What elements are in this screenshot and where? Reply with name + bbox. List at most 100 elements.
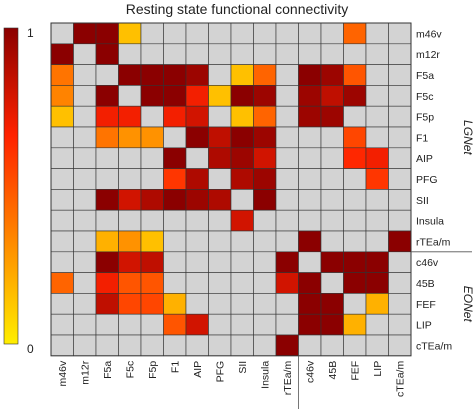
heatmap-cell	[73, 313, 97, 336]
heatmap-cell	[320, 43, 344, 65]
heatmap-cell	[343, 22, 367, 45]
heatmap-cell	[185, 209, 209, 232]
heatmap-cell	[343, 272, 367, 294]
heatmap-cell	[343, 251, 367, 273]
heatmap-cell	[163, 105, 187, 128]
heatmap-cell	[230, 22, 254, 45]
heatmap-cell	[140, 43, 164, 65]
heatmap-cell	[253, 105, 277, 128]
heatmap-cell	[365, 272, 389, 294]
heatmap-cell	[388, 64, 412, 86]
column-label: F5c	[125, 361, 137, 379]
heatmap-cell	[140, 251, 164, 273]
heatmap-cell	[95, 22, 119, 45]
heatmap-cell	[163, 293, 187, 315]
heatmap-cell	[118, 230, 142, 253]
heatmap-cell	[253, 85, 277, 107]
heatmap-cell	[163, 126, 187, 149]
heatmap-cell	[230, 334, 254, 357]
row-label: FEF	[416, 299, 436, 311]
column-label: LIP	[372, 361, 384, 377]
heatmap-cell	[208, 105, 232, 128]
heatmap-cell	[95, 147, 119, 169]
heatmap-cell	[95, 43, 119, 65]
heatmap-cell	[275, 313, 299, 336]
row-label: F5a	[416, 70, 434, 82]
heatmap-cell	[185, 105, 209, 128]
heatmap-cell	[298, 105, 322, 128]
group-separators	[298, 251, 472, 409]
column-label: F5p	[147, 361, 159, 379]
column-label: F1	[170, 361, 182, 373]
heatmap-cell	[298, 43, 322, 65]
heatmap-cell	[230, 209, 254, 232]
heatmap-cell	[230, 85, 254, 107]
row-label: AIP	[416, 153, 433, 165]
heatmap-cell	[208, 334, 232, 357]
heatmap-cell	[118, 64, 142, 86]
heatmap-cell	[253, 43, 277, 65]
heatmap-cell	[95, 251, 119, 273]
heatmap-cell	[50, 293, 74, 315]
heatmap-cell	[275, 105, 299, 128]
heatmap-cell	[298, 147, 322, 169]
column-label: AIP	[192, 361, 204, 378]
heatmap-cell	[140, 64, 164, 86]
heatmap-cell	[163, 251, 187, 273]
heatmap-cell	[140, 22, 164, 45]
row-label: F1	[416, 132, 428, 144]
group-label: EONet	[461, 286, 474, 323]
heatmap-cell	[365, 189, 389, 211]
heatmap-cell	[230, 313, 254, 336]
heatmap-cell	[388, 334, 412, 357]
heatmap-cell	[95, 189, 119, 211]
row-label: Insula	[416, 216, 444, 228]
heatmap-cell	[95, 85, 119, 107]
heatmap-cell	[320, 293, 344, 315]
heatmap-cell	[50, 230, 74, 253]
heatmap-cell	[230, 64, 254, 86]
heatmap-cell	[73, 189, 97, 211]
heatmap-cell	[163, 209, 187, 232]
heatmap-cell	[208, 64, 232, 86]
heatmap-cell	[50, 209, 74, 232]
heatmap-cell	[140, 189, 164, 211]
heatmap-cell	[388, 43, 412, 65]
heatmap-cell	[365, 313, 389, 336]
heatmap-cell	[298, 230, 322, 253]
heatmap-cell	[343, 293, 367, 315]
heatmap-cell	[73, 147, 97, 169]
heatmap-cell	[388, 22, 412, 45]
heatmap-cell	[73, 251, 97, 273]
heatmap-cell	[185, 189, 209, 211]
heatmap-cell	[208, 251, 232, 273]
heatmap-cell	[388, 293, 412, 315]
heatmap-cell	[73, 126, 97, 149]
heatmap-cell	[118, 313, 142, 336]
heatmap-cell	[185, 43, 209, 65]
row-label: LIP	[416, 320, 432, 332]
heatmap-cell	[208, 230, 232, 253]
heatmap-cell	[163, 189, 187, 211]
heatmap-cell	[95, 272, 119, 294]
heatmap-cell	[118, 105, 142, 128]
heatmap-cell	[230, 126, 254, 149]
heatmap-cell	[163, 22, 187, 45]
group-labels: LGNet EONet	[461, 120, 474, 322]
heatmap-cell	[365, 147, 389, 169]
heatmap-cell	[253, 251, 277, 273]
heatmap-cell	[275, 64, 299, 86]
heatmap-cell	[185, 334, 209, 357]
heatmap-cells	[50, 22, 412, 357]
heatmap-cell	[118, 85, 142, 107]
heatmap-cell	[118, 209, 142, 232]
heatmap-cell	[185, 22, 209, 45]
column-label: FEF	[350, 361, 362, 381]
heatmap-cell	[253, 230, 277, 253]
column-label: PFG	[215, 361, 227, 383]
heatmap-cell	[253, 272, 277, 294]
heatmap-cell	[50, 43, 74, 65]
heatmap-cell	[50, 334, 74, 357]
heatmap-cell	[275, 147, 299, 169]
heatmap-cell	[73, 64, 97, 86]
